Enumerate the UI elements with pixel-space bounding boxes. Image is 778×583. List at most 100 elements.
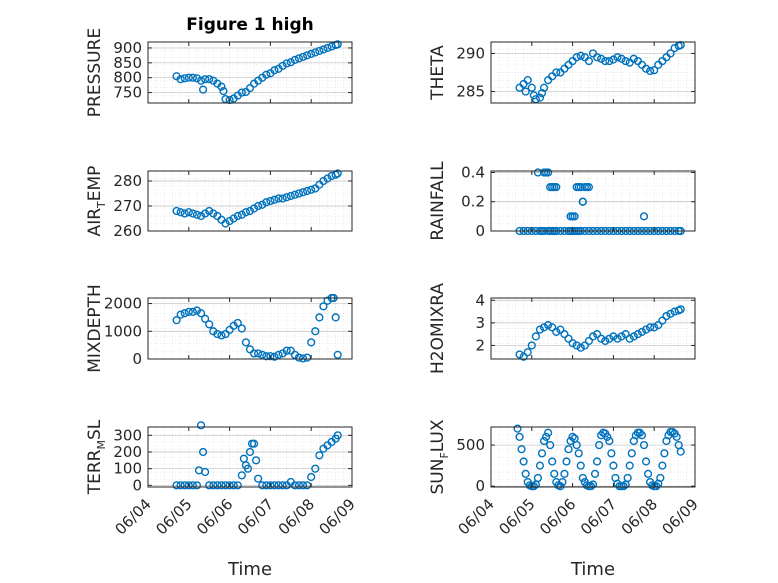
data-point [176,75,185,84]
data-point [307,49,316,59]
data-point [282,346,291,355]
data-point [333,169,342,178]
data-point [570,212,579,221]
data-point [666,309,675,318]
data-point [298,354,308,363]
data-point [558,477,567,487]
data-point [537,449,547,458]
data-point [607,449,616,458]
y-tick-label: 2000 [104,295,142,313]
data-point [298,52,308,61]
data-point [237,471,246,480]
data-point [205,481,214,490]
data-point [225,325,234,334]
data-point [521,87,530,96]
y-tick-label: 0 [132,350,142,368]
data-point [290,55,299,64]
data-point [217,481,226,490]
data-point [654,321,663,330]
data-point [176,310,185,319]
data-point [258,350,267,359]
data-point [294,54,304,63]
data-point [303,51,312,60]
axes-box [147,426,353,488]
data-point [541,432,551,441]
y-tick-label: 4 [475,291,485,309]
data-point [209,481,218,490]
data-series [513,424,685,491]
data-point [539,83,549,92]
data-point [323,174,332,183]
data-point [623,473,632,483]
data-point [588,480,598,489]
data-point [307,472,316,482]
data-point [172,316,181,325]
data-point [617,54,626,63]
data-point [613,53,622,62]
data-point [192,74,202,83]
axes-box [490,170,696,232]
data-point [229,214,238,223]
data-point [205,206,214,216]
data-point [286,346,295,355]
data-point [560,330,569,339]
data-point [517,445,526,454]
axes-box [490,426,696,488]
data-point [303,481,312,490]
y-tick-label: 260 [113,222,142,240]
data-point [619,482,628,491]
data-point [546,440,555,450]
data-point [548,457,557,466]
subplot-2: 285 290 THETA [428,40,696,104]
data-point [568,432,577,441]
data-point [286,191,295,201]
data-point [625,334,634,343]
data-point [323,43,332,53]
data-series [515,40,685,104]
data-point [566,436,575,446]
y-tick-label: 1000 [104,322,142,340]
y-tick-label: 300 [113,426,142,444]
data-point [278,194,287,203]
y-tick-label: 0 [475,477,485,495]
data-point [562,457,571,466]
data-point [201,209,210,218]
data-point [274,194,283,203]
y-tick-label: 0 [475,222,485,240]
data-point [586,482,596,491]
data-point [564,445,573,454]
data-point [184,307,193,316]
data-point [580,341,589,350]
data-point [221,481,230,490]
data-point [198,447,208,457]
data-point [568,339,577,348]
data-point [521,469,530,478]
y-tick-label: 200 [113,443,142,461]
data-point [315,46,324,56]
data-point [544,321,553,330]
data-point [572,53,581,62]
data-point [184,481,193,490]
data-point [303,353,312,362]
data-point [303,186,312,196]
data-point [294,481,304,490]
y-tick-label: 285 [456,83,485,101]
y-axis-label: PRESSURE [85,28,105,117]
data-point [201,314,210,323]
data-point [221,329,230,339]
data-point [605,56,614,66]
data-point [266,352,275,361]
data-point [254,201,263,211]
data-point [278,61,287,70]
data-point [209,209,218,218]
data-point [252,456,261,465]
data-point [552,68,561,77]
y-tick-label: 3 [475,314,485,332]
y-tick-label: 0.2 [461,193,485,211]
data-point [601,336,610,346]
data-point [603,432,612,441]
data-point [639,212,649,221]
data-point [225,481,234,490]
data-point [564,334,573,343]
